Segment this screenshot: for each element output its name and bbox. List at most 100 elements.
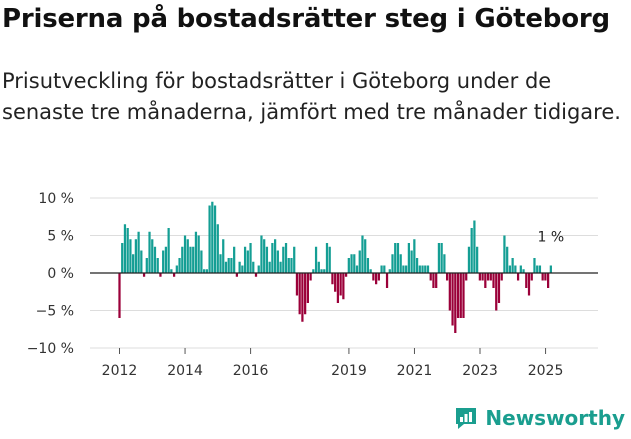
bar (211, 201, 214, 273)
bar (364, 239, 367, 273)
bar (467, 246, 471, 273)
bar (118, 273, 121, 318)
bar (189, 246, 192, 273)
bar (484, 273, 487, 288)
bar (399, 254, 402, 273)
bar (235, 273, 239, 277)
bar (394, 243, 397, 273)
bar (137, 231, 140, 273)
bar (344, 273, 348, 277)
bar (445, 273, 449, 281)
bar (263, 239, 266, 273)
bar (473, 220, 476, 273)
bar (304, 273, 307, 315)
bar (192, 246, 195, 273)
bar (183, 235, 187, 273)
bar (503, 235, 506, 273)
bar (252, 261, 255, 273)
bar (156, 258, 159, 273)
bar (290, 258, 293, 273)
bar (181, 246, 184, 273)
bar (309, 273, 312, 281)
bar (353, 254, 356, 273)
bar (421, 265, 424, 273)
bar (508, 265, 512, 273)
bar (429, 273, 432, 281)
bar (432, 273, 435, 288)
bar (334, 273, 337, 292)
bar (314, 246, 318, 273)
bar (519, 265, 522, 273)
bar (145, 258, 148, 273)
bar (388, 269, 391, 273)
bar (459, 273, 462, 318)
bar (511, 258, 514, 273)
bar (301, 273, 304, 322)
bar (222, 239, 225, 273)
y-tick-label: 5 % (47, 229, 74, 245)
bar (525, 273, 528, 288)
newsworthy-logo-icon (456, 408, 477, 429)
bar (249, 243, 252, 273)
bar (454, 273, 457, 333)
bar (418, 265, 421, 273)
bar (497, 273, 501, 303)
bar (533, 258, 536, 273)
bar (549, 265, 552, 273)
bar (380, 265, 383, 273)
bar (489, 273, 492, 281)
bar (126, 228, 129, 273)
bar (443, 254, 446, 273)
bar (268, 261, 271, 273)
chart-title: Priserna på bostadsrätter steg i Götebor… (2, 4, 610, 34)
bar (271, 243, 274, 273)
bar (123, 224, 127, 273)
bar (148, 231, 151, 273)
brand-logo: Newsworthy (453, 405, 625, 431)
bar (298, 273, 301, 315)
bar (440, 243, 443, 273)
bar (200, 250, 203, 273)
bar (230, 258, 233, 273)
bar (391, 254, 394, 273)
bar (257, 265, 260, 273)
bar (544, 273, 547, 281)
bar (325, 243, 329, 273)
bar (405, 265, 408, 273)
bar (547, 273, 550, 288)
bar (164, 246, 168, 273)
bar (437, 243, 441, 273)
bar (241, 265, 244, 273)
bar (167, 228, 170, 273)
bar (456, 273, 460, 318)
bar (279, 261, 282, 273)
x-tick-label: 2014 (167, 363, 203, 379)
bar (197, 235, 200, 273)
bar (506, 246, 509, 273)
bar (260, 235, 263, 273)
y-tick-label: 10 % (38, 191, 74, 207)
bar (142, 273, 146, 277)
bar (426, 265, 430, 273)
bar (227, 258, 230, 273)
bar (282, 246, 285, 273)
bar (369, 269, 372, 273)
bar (355, 265, 359, 273)
bar (186, 239, 189, 273)
bar (536, 265, 539, 273)
bar (273, 239, 277, 273)
brand-name: Newsworthy (485, 406, 625, 430)
bar (476, 246, 479, 273)
bar (383, 265, 386, 273)
bar (224, 261, 228, 273)
bar (435, 273, 438, 288)
bar (178, 258, 181, 273)
bar (312, 269, 315, 273)
bar (410, 250, 413, 273)
bar (121, 243, 124, 273)
bar (213, 205, 217, 273)
bar (265, 246, 269, 273)
bar (246, 250, 249, 273)
bar (495, 273, 498, 311)
bar (347, 258, 350, 273)
